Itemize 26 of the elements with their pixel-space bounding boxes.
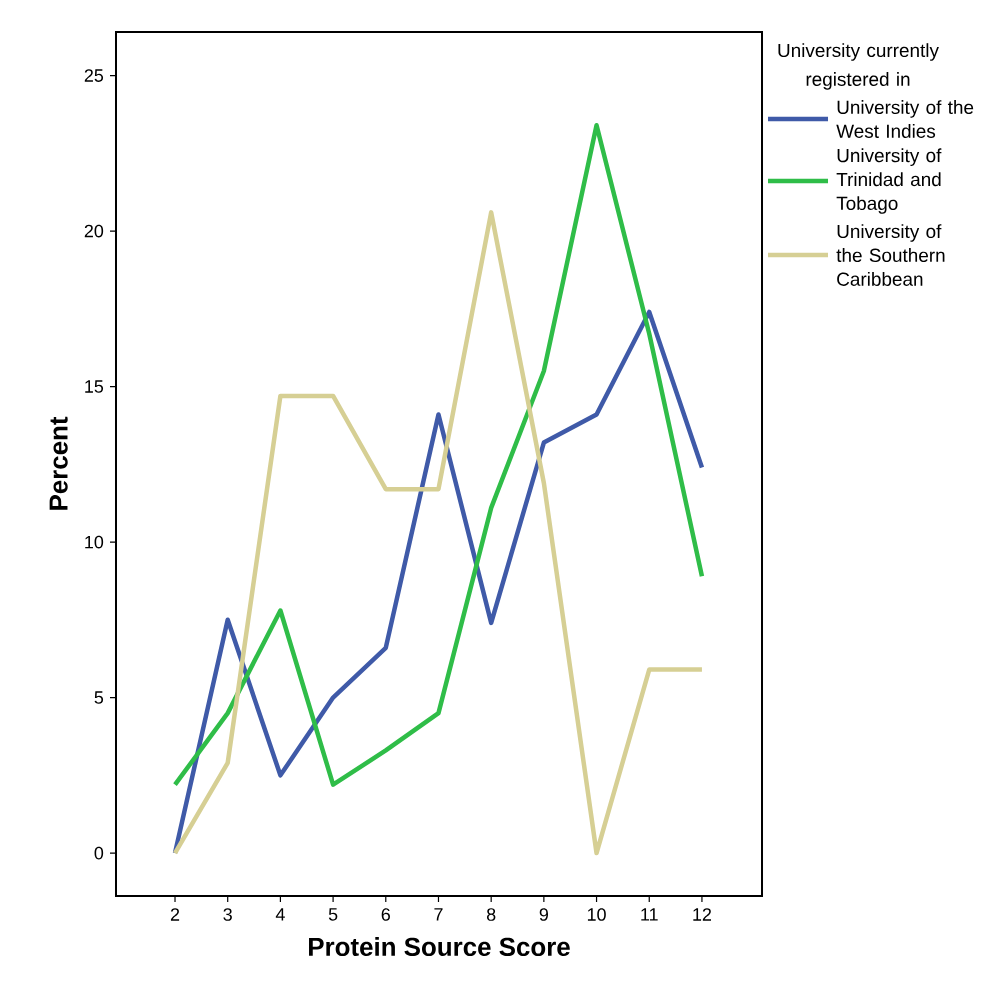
legend-label: University of the West Indies	[836, 100, 974, 138]
x-tick-label: 8	[486, 908, 496, 921]
x-tick-label: 3	[223, 908, 232, 921]
y-tick-label: 20	[84, 224, 104, 238]
legend-label: University of Trinidad and Tobago	[836, 148, 942, 214]
y-tick-label: 10	[85, 535, 104, 549]
line-series	[172, 309, 705, 856]
x-tick-label: 5	[328, 908, 338, 921]
x-axis-title: Protein Source Score	[309, 937, 570, 957]
x-tick-label: 6	[381, 908, 390, 921]
line-series	[172, 210, 705, 856]
x-tick-label: 11	[641, 908, 658, 921]
y-axis-title: Percent	[49, 416, 68, 510]
x-tick-label: 9	[539, 908, 548, 921]
y-tick-label: 25	[84, 69, 104, 82]
x-tick-label: 2	[170, 908, 180, 921]
y-tick-label: 0	[94, 846, 104, 860]
x-tick-label: 10	[587, 908, 606, 921]
y-tick-label: 15	[85, 380, 104, 393]
x-tick-label: 7	[434, 908, 443, 921]
x-tick-label: 12	[693, 908, 712, 921]
line-series	[172, 123, 705, 787]
legend-title: University currently registered in	[778, 43, 939, 90]
legend-label: University of the Southern Caribbean	[836, 224, 945, 286]
x-tick-label: 4	[275, 908, 285, 921]
y-tick-label: 5	[94, 691, 104, 704]
